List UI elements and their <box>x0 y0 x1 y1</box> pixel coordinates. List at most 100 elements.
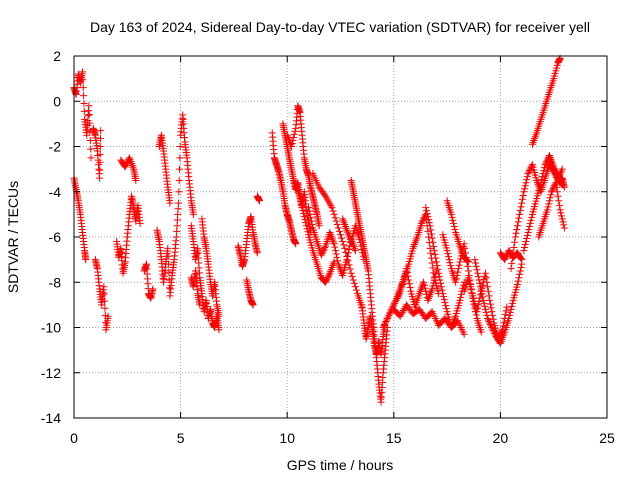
data-point <box>501 311 509 319</box>
data-point <box>330 240 338 248</box>
data-point <box>425 233 433 241</box>
data-point <box>308 221 316 229</box>
data-point <box>448 213 456 221</box>
data-point <box>345 245 353 253</box>
data-point <box>464 258 472 266</box>
data-point <box>463 256 471 264</box>
data-point <box>522 179 530 187</box>
data-point <box>481 269 489 277</box>
data-point <box>319 247 327 255</box>
data-point <box>430 279 438 287</box>
data-point <box>502 253 510 261</box>
data-point <box>481 302 489 310</box>
data-point <box>526 167 534 175</box>
data-point <box>302 219 310 227</box>
data-point <box>437 279 445 287</box>
data-point <box>558 165 566 173</box>
data-point <box>473 266 481 274</box>
data-point <box>555 201 563 209</box>
data-point <box>449 216 457 224</box>
data-point <box>337 231 344 239</box>
data-point <box>526 219 534 227</box>
data-point <box>386 308 394 316</box>
data-point <box>557 209 565 217</box>
data-point <box>482 274 490 282</box>
data-point <box>439 290 447 298</box>
data-point <box>300 213 308 221</box>
data-point <box>558 215 566 223</box>
data-point <box>460 330 468 338</box>
data-point <box>449 219 457 227</box>
data-point <box>87 154 95 162</box>
data-point <box>87 145 95 153</box>
data-point <box>516 267 524 275</box>
data-point <box>340 241 348 249</box>
data-point <box>526 222 534 230</box>
data-point <box>432 254 440 262</box>
data-point <box>517 203 525 211</box>
data-point <box>386 310 394 318</box>
data-point <box>503 303 511 311</box>
data-point <box>403 268 411 276</box>
data-point <box>384 313 392 321</box>
data-point <box>456 258 464 266</box>
data-point <box>329 207 337 215</box>
data-point <box>431 250 439 258</box>
data-point <box>517 254 525 262</box>
data-point <box>427 226 435 234</box>
data-point <box>437 283 445 291</box>
data-point <box>559 218 567 226</box>
data-point <box>323 275 331 283</box>
data-point <box>464 257 472 265</box>
data-point <box>452 275 460 283</box>
data-point <box>96 143 104 150</box>
data-point <box>85 102 93 110</box>
data-point <box>435 273 443 281</box>
data-point <box>380 322 388 330</box>
data-point <box>430 247 438 255</box>
data-point <box>479 293 487 301</box>
y-tick-label: -10 <box>41 320 61 336</box>
data-point <box>456 296 464 304</box>
data-point <box>520 247 528 255</box>
data-point <box>101 304 109 312</box>
data-point <box>352 286 360 294</box>
data-point <box>96 174 104 182</box>
data-point <box>403 265 411 273</box>
data-point <box>255 197 263 205</box>
data-point <box>447 210 455 218</box>
data-point <box>291 127 299 135</box>
data-point <box>427 230 435 238</box>
data-point <box>519 192 527 200</box>
data-point <box>560 224 568 232</box>
data-point <box>334 224 342 232</box>
data-point <box>429 238 437 246</box>
data-point <box>299 207 307 215</box>
data-point <box>551 180 559 188</box>
data-point <box>489 327 497 335</box>
data-point <box>433 262 441 270</box>
data-point <box>346 265 354 273</box>
data-point <box>297 201 305 209</box>
data-point <box>334 257 342 265</box>
data-point <box>322 277 330 285</box>
chart-title: Day 163 of 2024, Sidereal Day-to-day VTE… <box>90 19 590 35</box>
data-point <box>508 299 516 307</box>
data-point <box>425 216 433 224</box>
data-point <box>307 217 315 225</box>
data-point <box>332 217 340 225</box>
data-point <box>428 285 436 293</box>
data-point <box>484 283 492 291</box>
data-point <box>545 197 553 205</box>
data-point <box>287 143 295 150</box>
data-point <box>346 242 354 250</box>
data-point <box>523 173 531 181</box>
data-point <box>215 312 223 320</box>
data-point <box>440 296 448 304</box>
y-tick-label: -2 <box>49 139 62 155</box>
data-point <box>383 314 391 322</box>
data-point <box>189 210 197 218</box>
data-point <box>541 161 549 169</box>
data-point <box>537 179 545 187</box>
data-point <box>96 135 104 143</box>
